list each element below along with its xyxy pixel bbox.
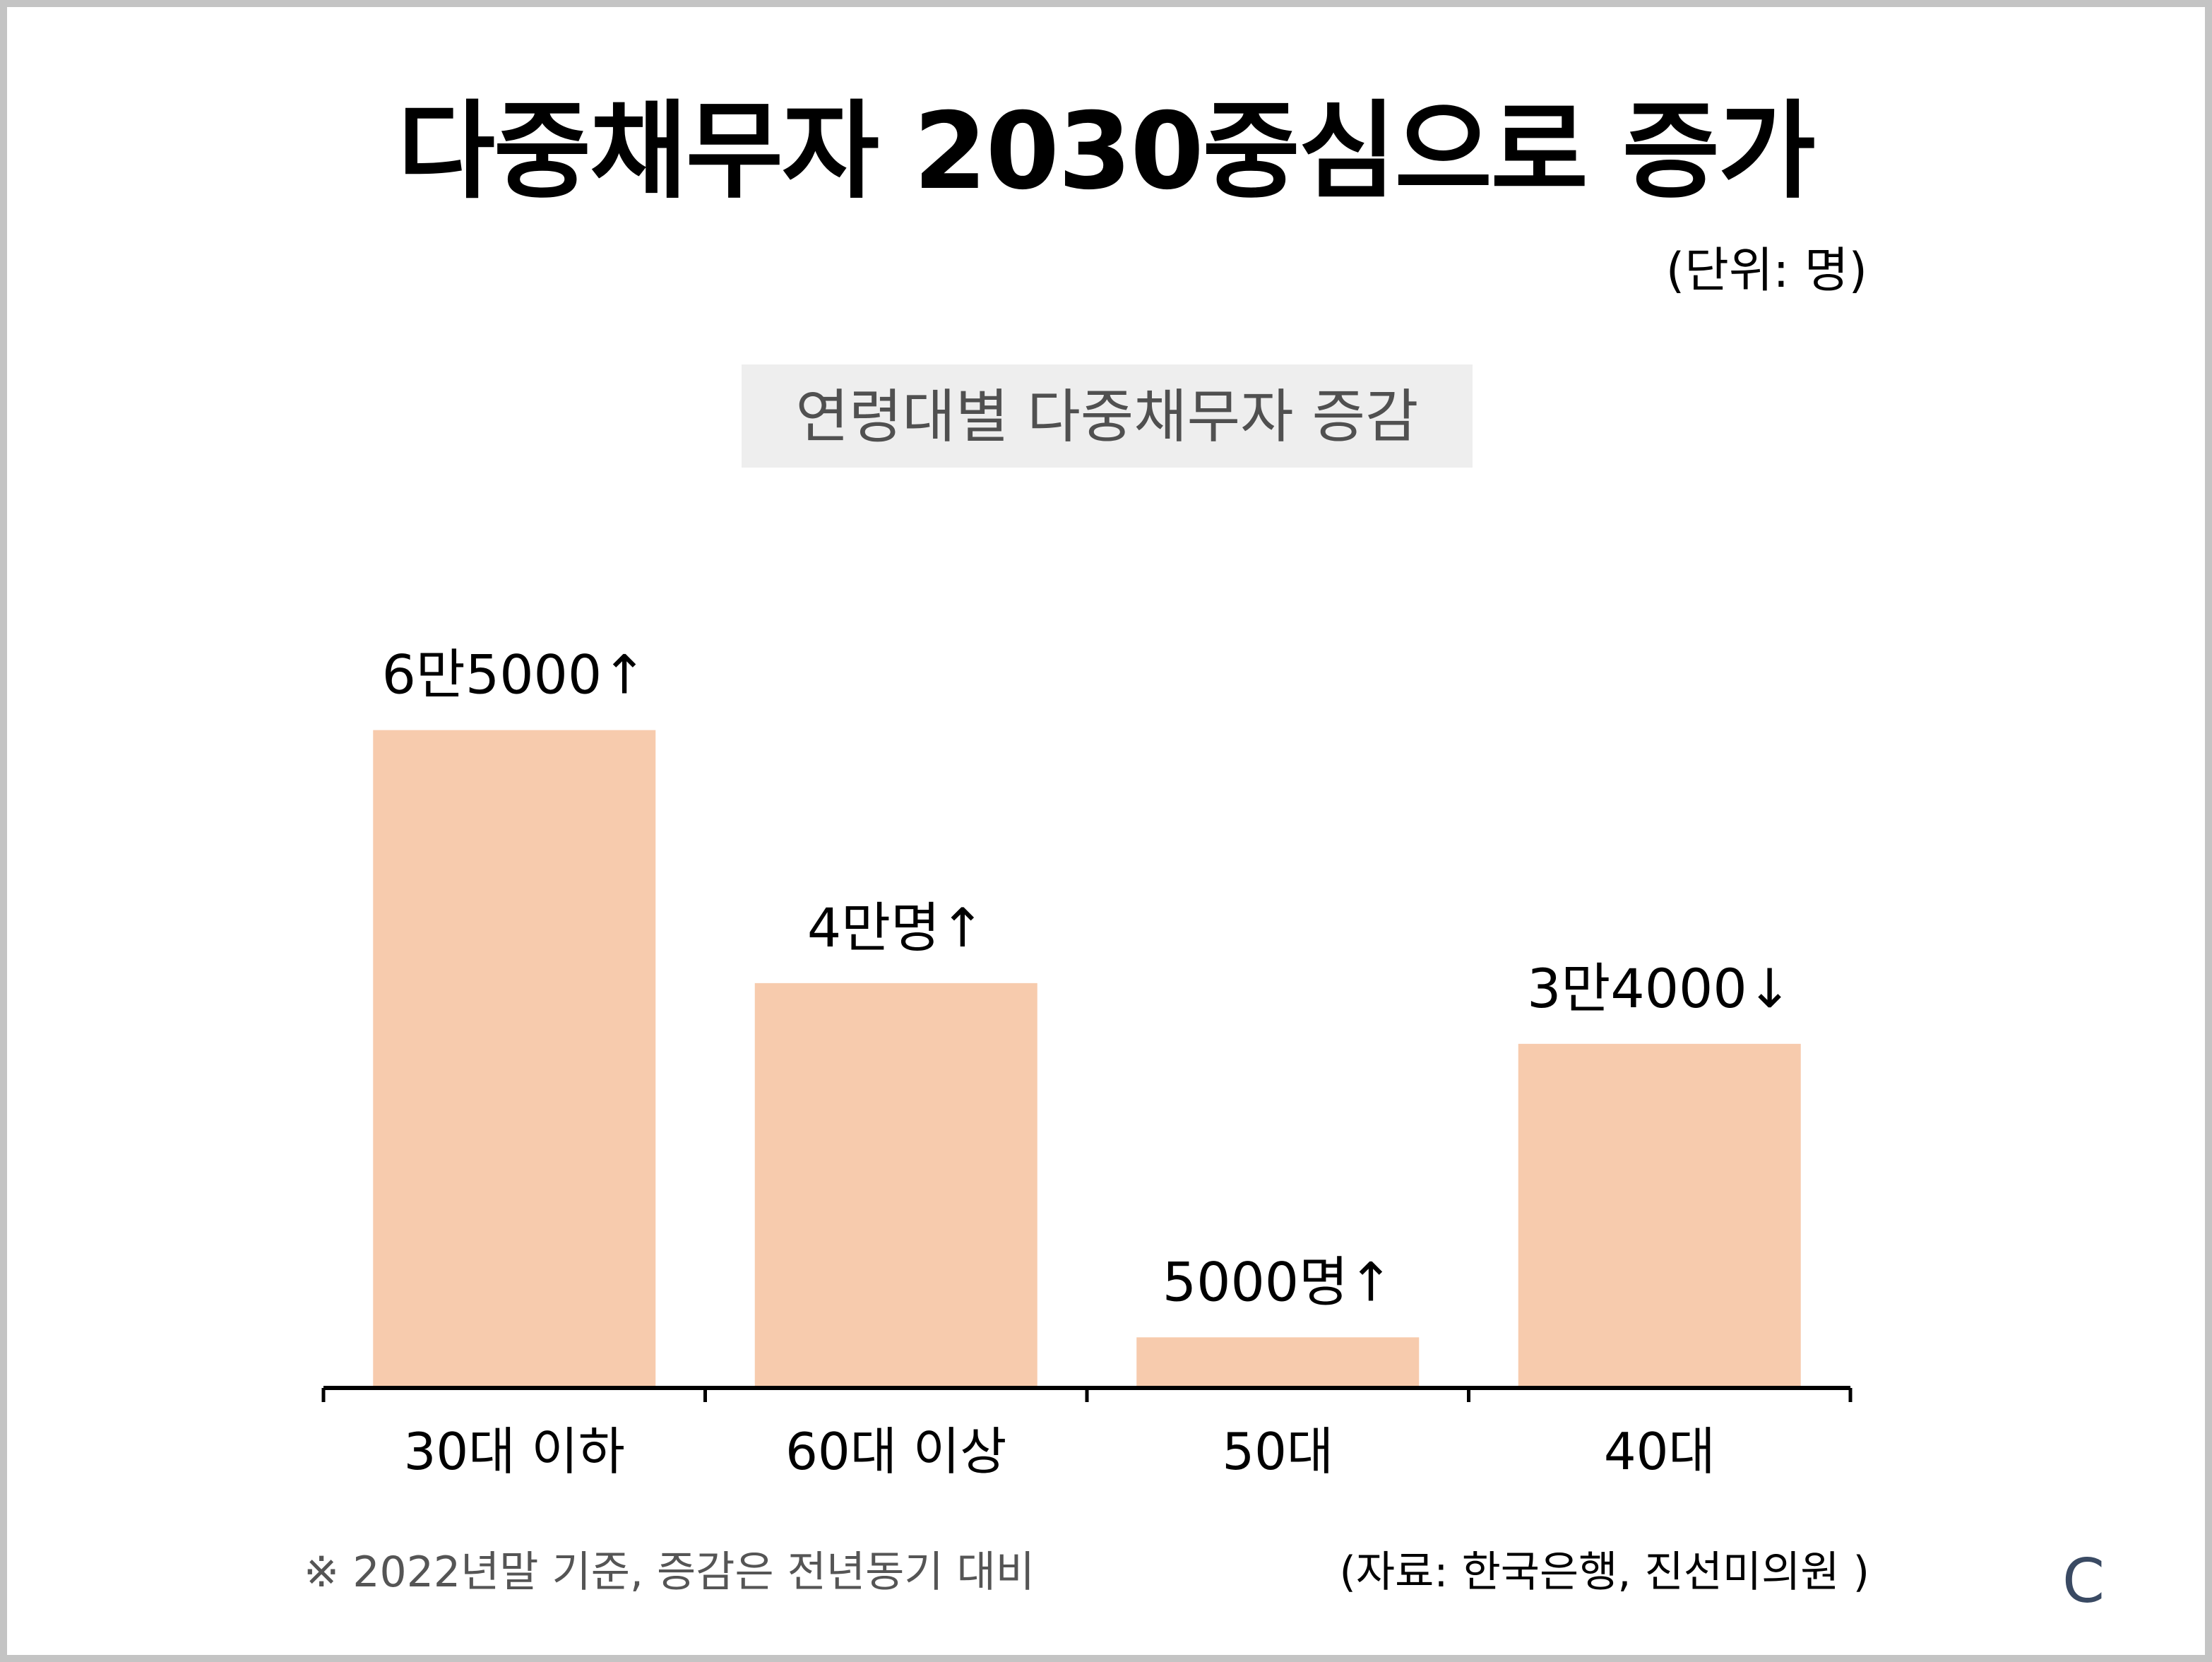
data-label-4: 3만4000↓ (1527, 957, 1792, 1020)
x-tick-label-1: 30대 이하 (404, 1422, 625, 1481)
data-label-3: 5000명↑ (1163, 1250, 1393, 1313)
logo-mark: C (2062, 1546, 2105, 1617)
chart-title: 다중채무자 2030중심으로 증가 (398, 90, 1816, 213)
x-tick-label-4: 40대 (1604, 1422, 1716, 1481)
source-note: (자료: 한국은행, 진선미의원 ) (1339, 1548, 1869, 1597)
x-tick-label-3: 50대 (1222, 1422, 1333, 1481)
bar-1 (373, 730, 656, 1388)
bar-2 (754, 983, 1037, 1388)
footnote: ※ 2022년말 기준, 증감은 전년동기 대비 (304, 1548, 1035, 1597)
x-tick-label-2: 60대 이상 (785, 1422, 1006, 1481)
unit-label: (단위: 명) (1665, 243, 1867, 299)
bar-4 (1518, 1043, 1801, 1388)
data-label-1: 6만5000↑ (382, 643, 647, 706)
bar-3 (1136, 1337, 1420, 1388)
chart-subtitle: 연령대별 다중채무자 증감 (795, 384, 1419, 451)
subtitle-box: 연령대별 다중채무자 증감 (742, 364, 1473, 468)
data-label-2: 4만명↑ (807, 896, 985, 959)
